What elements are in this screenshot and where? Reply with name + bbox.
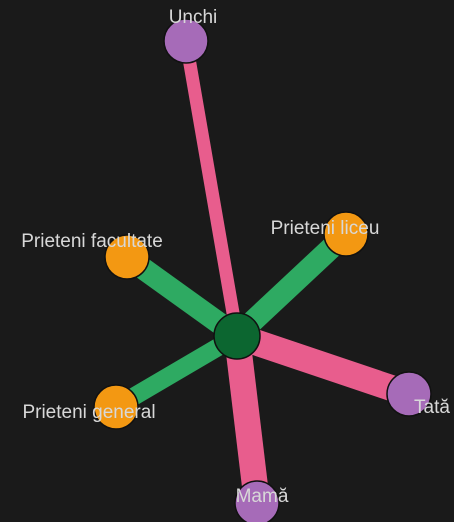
- node: [93, 384, 139, 430]
- node-label: Prieteni general: [22, 402, 155, 423]
- edge: [179, 39, 244, 338]
- node: [163, 18, 209, 64]
- nodes: [93, 18, 432, 522]
- node: [104, 234, 150, 280]
- edge: [229, 225, 354, 345]
- node: [386, 371, 432, 417]
- edge: [232, 323, 414, 407]
- node-label: Prieteni liceu: [271, 218, 380, 239]
- node: [234, 480, 280, 522]
- labels: Unchi Prieteni facultate Prieteni liceu …: [21, 7, 450, 507]
- node-label: Prieteni facultate: [21, 231, 163, 252]
- node-label: Unchi: [169, 7, 218, 28]
- node-label: Tată: [414, 397, 450, 418]
- edge: [224, 334, 270, 505]
- node-label: Mamă: [236, 486, 289, 507]
- node: [323, 211, 369, 257]
- center-node: [213, 312, 261, 360]
